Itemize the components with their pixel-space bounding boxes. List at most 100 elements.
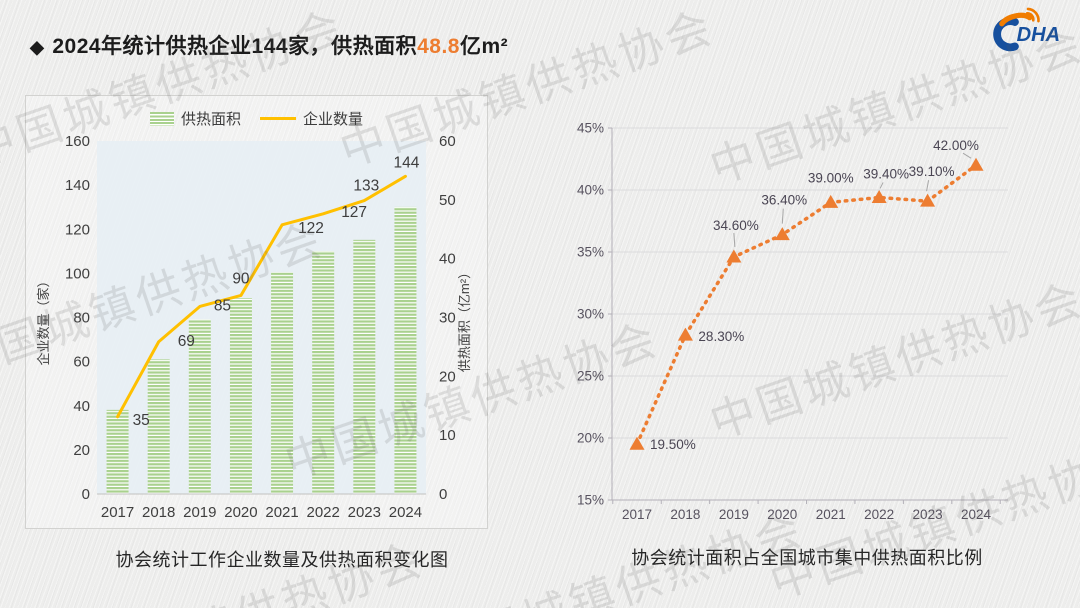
svg-text:127: 127 xyxy=(341,204,367,221)
logo-c-swoosh xyxy=(993,17,1019,52)
svg-text:20%: 20% xyxy=(577,431,604,446)
svg-text:2017: 2017 xyxy=(622,507,652,522)
svg-text:2017: 2017 xyxy=(101,504,134,521)
svg-text:39.10%: 39.10% xyxy=(909,164,955,179)
title-highlight-value: 48.8 xyxy=(417,35,460,58)
bar-2020 xyxy=(229,298,252,494)
title-text: 2024年统计供热企业144家，供热面积 xyxy=(52,35,418,58)
legend-line-swatch xyxy=(260,117,296,120)
logo-wave-icon-1 xyxy=(1025,11,1035,22)
svg-text:20: 20 xyxy=(439,368,456,385)
svg-text:60: 60 xyxy=(73,354,90,371)
svg-text:2023: 2023 xyxy=(913,507,943,522)
svg-text:35: 35 xyxy=(133,412,150,429)
svg-text:0: 0 xyxy=(82,486,90,503)
svg-text:36.40%: 36.40% xyxy=(761,193,807,208)
logo-text: DHA xyxy=(1017,24,1060,46)
left-axis-ticks: 0 20 40 60 80 100 120 140 160 xyxy=(65,133,90,503)
svg-text:85: 85 xyxy=(214,297,231,314)
svg-text:2022: 2022 xyxy=(864,507,894,522)
svg-text:30%: 30% xyxy=(577,307,604,322)
svg-text:35%: 35% xyxy=(577,245,604,260)
legend-bar-swatch xyxy=(149,111,174,126)
right-chart-caption: 协会统计面积占全国城市集中供热面积比例 xyxy=(631,548,983,568)
svg-text:2020: 2020 xyxy=(224,504,257,521)
svg-text:34.60%: 34.60% xyxy=(713,218,759,233)
y-axis-ticks: 15% 20% 25% 30% 35% 40% 45% xyxy=(577,121,604,508)
svg-text:15%: 15% xyxy=(577,493,604,508)
svg-text:2023: 2023 xyxy=(348,504,381,521)
svg-text:2024: 2024 xyxy=(389,504,422,521)
svg-text:2022: 2022 xyxy=(307,504,340,521)
svg-text:80: 80 xyxy=(73,310,90,327)
svg-text:0: 0 xyxy=(439,486,447,503)
svg-text:2021: 2021 xyxy=(816,507,846,522)
bar-2019 xyxy=(188,319,211,494)
bar-2017 xyxy=(106,409,129,494)
svg-text:133: 133 xyxy=(353,178,379,195)
chart-legend: 供热面积 企业数量 xyxy=(26,108,487,129)
bar-2022 xyxy=(312,251,335,494)
cdha-logo-graphic: DHA xyxy=(993,7,1060,52)
dotted-line-series xyxy=(635,163,978,446)
svg-text:28.30%: 28.30% xyxy=(698,329,744,344)
svg-text:30: 30 xyxy=(439,310,456,327)
right-axis-ticks: 0 10 20 30 40 50 60 xyxy=(439,133,456,503)
bar-2024 xyxy=(394,206,417,494)
svg-text:39.00%: 39.00% xyxy=(808,170,854,185)
svg-text:2021: 2021 xyxy=(265,504,298,521)
svg-text:40: 40 xyxy=(73,398,90,415)
logo-flame-icon xyxy=(999,12,1033,27)
title-unit: 亿m² xyxy=(459,35,509,58)
svg-text:45%: 45% xyxy=(577,121,604,136)
x-axis-labels: 2017 2018 2019 2020 2021 2022 2023 2024 xyxy=(101,504,422,521)
cdha-logo: DHA xyxy=(980,6,1076,52)
svg-text:2019: 2019 xyxy=(719,507,749,522)
line-series xyxy=(116,174,407,419)
svg-text:120: 120 xyxy=(65,221,90,238)
svg-text:39.40%: 39.40% xyxy=(863,166,909,181)
svg-text:100: 100 xyxy=(65,265,90,282)
svg-text:42.00%: 42.00% xyxy=(933,138,979,153)
x-axis-labels: 2017 2018 2019 2020 2021 2022 2023 2024 xyxy=(622,507,992,522)
svg-text:144: 144 xyxy=(394,154,420,171)
svg-text:2018: 2018 xyxy=(142,504,175,521)
svg-text:2020: 2020 xyxy=(767,507,797,522)
bar-2021 xyxy=(271,272,294,494)
svg-text:25%: 25% xyxy=(577,369,604,384)
svg-text:10: 10 xyxy=(439,427,456,444)
legend-bar-label: 供热面积 xyxy=(180,111,241,128)
left-chart-caption: 协会统计工作企业数量及供热面积变化图 xyxy=(115,550,449,570)
svg-text:40%: 40% xyxy=(577,183,604,198)
svg-text:90: 90 xyxy=(232,270,250,287)
page-title: ◆ 2024年统计供热企业144家，供热面积48.8亿m² xyxy=(30,30,508,60)
svg-text:60: 60 xyxy=(439,133,456,150)
data-labels: 19.50% 28.30% 34.60%36.40%39.00% 39.40% 39.1… xyxy=(650,138,979,452)
svg-text:2018: 2018 xyxy=(670,507,700,522)
right-axis-title: 供热面积（亿m²） xyxy=(457,266,472,372)
svg-text:40: 40 xyxy=(439,251,456,268)
svg-text:19.50%: 19.50% xyxy=(650,437,696,452)
legend-line-label: 企业数量 xyxy=(303,111,364,128)
svg-text:122: 122 xyxy=(298,220,324,237)
svg-text:160: 160 xyxy=(65,133,90,150)
left-chart-panel: 供热面积 企业数量 0 20 40 60 80 100 120 140 160 0 10 20 30 40… xyxy=(25,95,488,529)
svg-text:2019: 2019 xyxy=(183,504,216,521)
bar-series xyxy=(106,206,417,494)
svg-text:2024: 2024 xyxy=(961,507,992,522)
logo-wave-icon-2 xyxy=(1026,7,1040,23)
svg-text:69: 69 xyxy=(178,333,195,350)
svg-text:50: 50 xyxy=(439,192,456,209)
bar-2023 xyxy=(353,239,376,494)
svg-text:20: 20 xyxy=(73,442,90,459)
percentage-line-chart: 15% 20% 25% 30% 35% 40% 45% 2017 2018 2019 2020 202… xyxy=(577,121,1008,522)
gridlines xyxy=(608,127,1008,501)
svg-text:140: 140 xyxy=(65,177,90,194)
triangle-markers xyxy=(629,157,984,450)
left-axis-title: 企业数量（家） xyxy=(36,274,51,365)
bar-2018 xyxy=(147,359,170,494)
diamond-bullet-icon: ◆ xyxy=(30,37,45,57)
